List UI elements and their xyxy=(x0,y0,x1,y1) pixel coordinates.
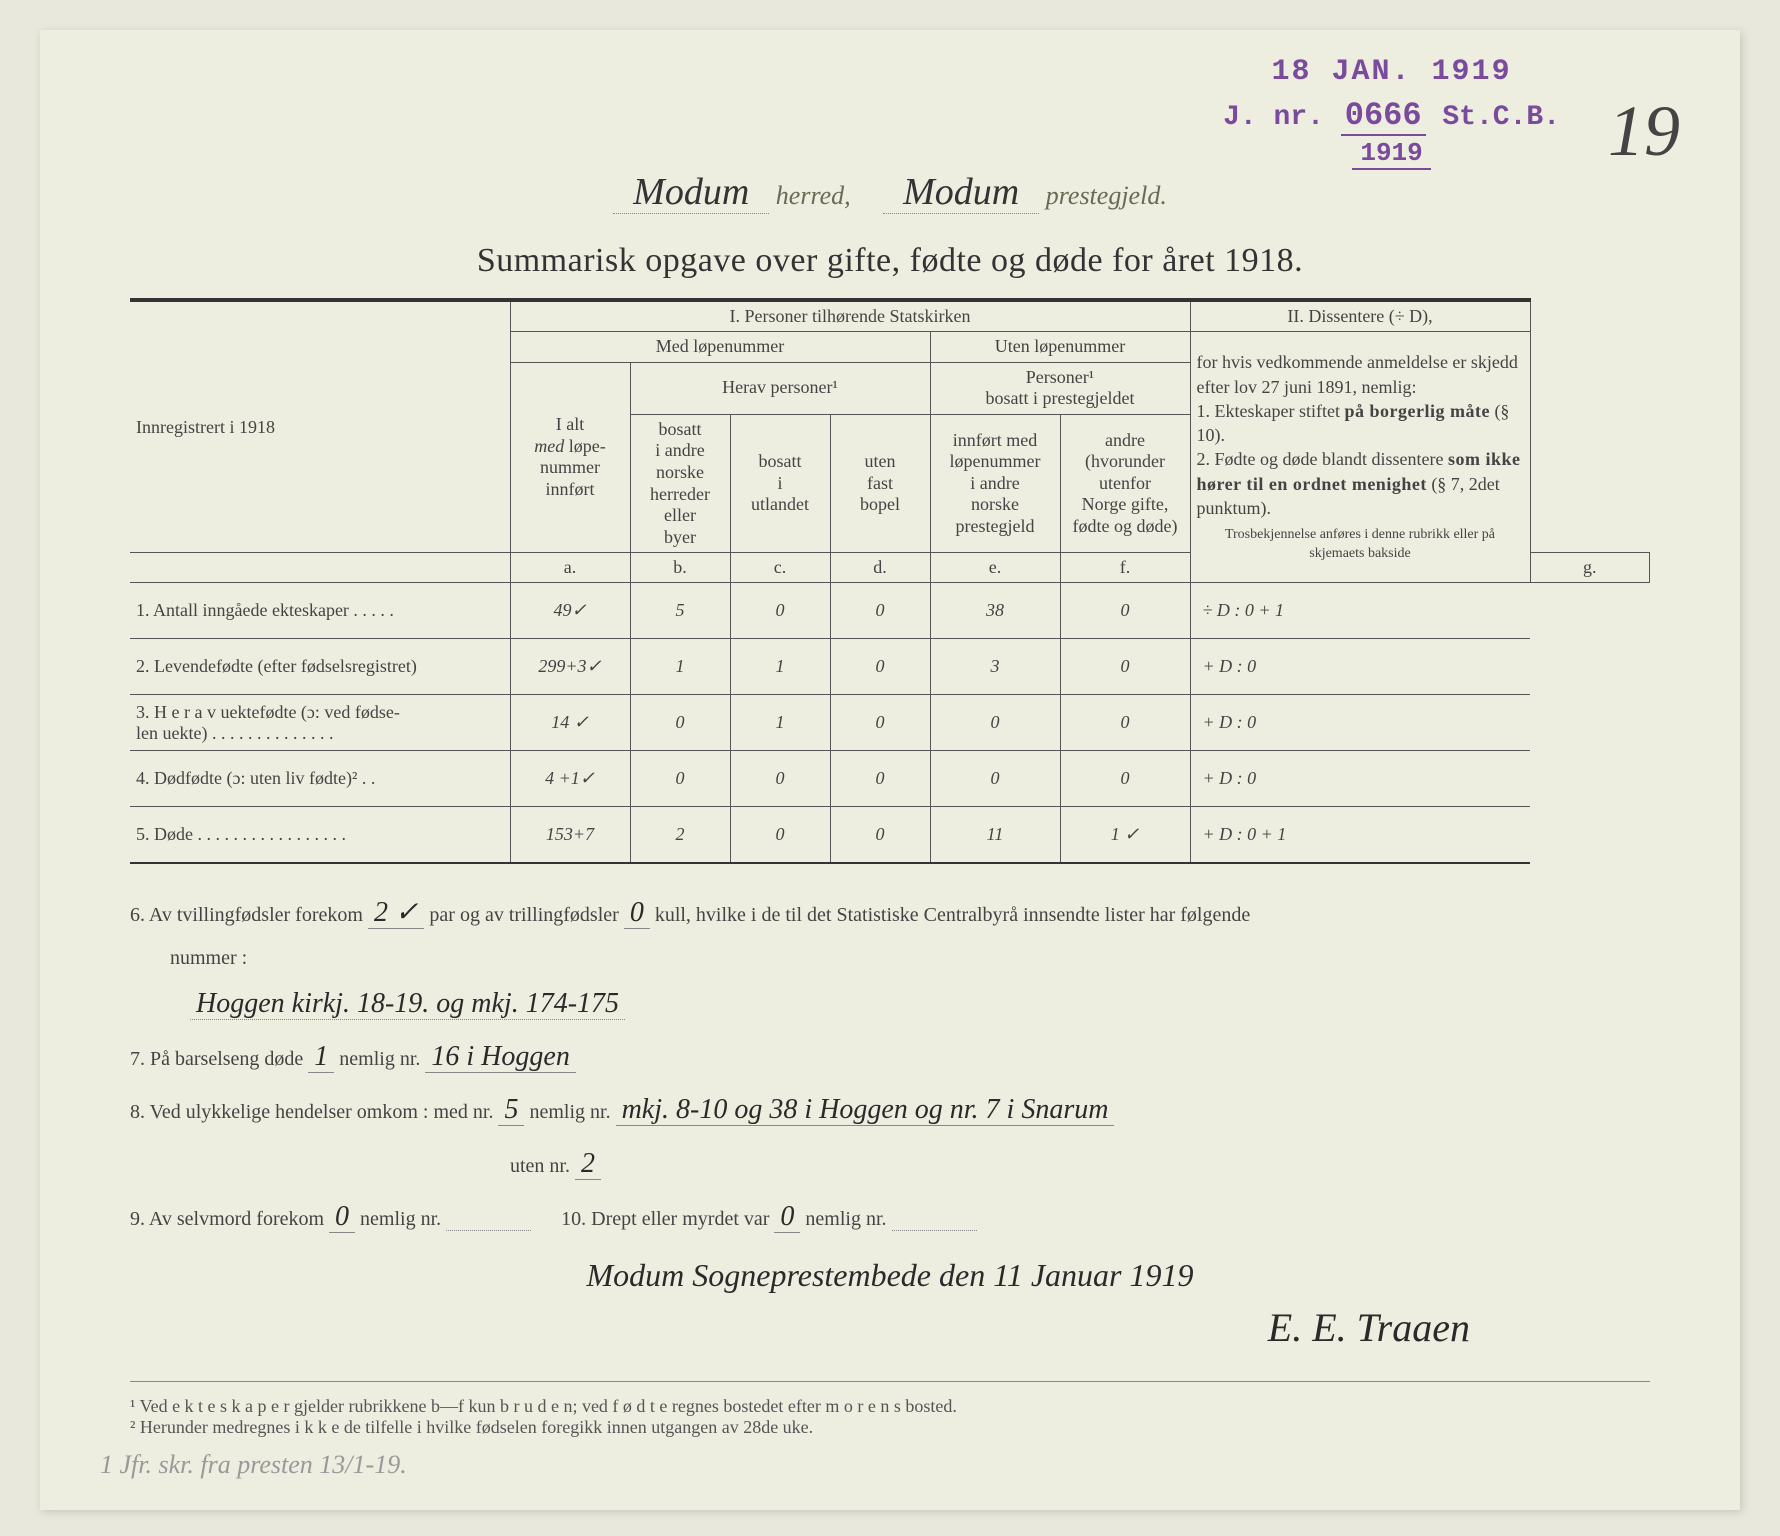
signature-name: E. E. Traaen xyxy=(130,1304,1650,1351)
line-6-values: Hoggen kirkj. 18-19. og mkj. 174-175 xyxy=(130,977,1650,1030)
line-9-10: 9. Av selvmord forekom 0 nemlig nr. 10. … xyxy=(130,1190,1650,1243)
line-6-nummer: nummer : xyxy=(130,939,1650,977)
pencil-note: 1 Jfr. skr. fra presten 13/1-19. xyxy=(100,1450,407,1480)
document-paper: 18 JAN. 1919 J. nr. 0666 St.C.B. 1919 19… xyxy=(40,30,1740,1510)
line-7: 7. På barselseng døde 1 nemlig nr. 16 i … xyxy=(130,1030,1650,1083)
med-lopenummer: Med løpenummer xyxy=(510,332,930,363)
stamp-jnr: J. nr. 0666 St.C.B. xyxy=(1223,97,1560,134)
main-table: Innregistrert i 1918 I. Personer tilhøre… xyxy=(130,298,1650,864)
dissentere-body: for hvis vedkommende anmeldelse er skjed… xyxy=(1190,332,1530,583)
table-row: 5. Døde . . . . . . . . . . . . . . . . … xyxy=(130,807,1650,863)
herred-label: herred, xyxy=(776,181,851,210)
stamp-date: 18 JAN. 1919 xyxy=(1223,55,1560,89)
document-title: Summarisk opgave over gifte, fødte og dø… xyxy=(130,242,1650,280)
stamp-year: 1919 xyxy=(1352,138,1430,170)
col-d-head: utenfastbopel xyxy=(830,414,930,553)
section-1-head: I. Personer tilhørende Statskirken xyxy=(510,300,1190,332)
uten-lopenummer: Uten løpenummer xyxy=(930,332,1190,363)
table-row: 4. Dødfødte (ɔ: uten liv fødte)² . . 4 +… xyxy=(130,751,1650,807)
col-a-head: I altmed løpe-nummerinnført xyxy=(510,362,630,553)
col-b-head: bosatti andrenorskeherrederellerbyer xyxy=(630,414,730,553)
below-section: 6. Av tvillingfødsler forekom 2 ✓ par og… xyxy=(130,886,1650,1243)
line-6: 6. Av tvillingfødsler forekom 2 ✓ par og… xyxy=(130,886,1650,939)
line-8b: uten nr. 2 xyxy=(130,1137,1650,1190)
pers-bosatt: Personer¹bosatt i prestegjeldet xyxy=(930,362,1190,414)
table-row: 3. H e r a v uektefødte (ɔ: ved fødse- l… xyxy=(130,695,1650,751)
col-e-head: innført medløpenummeri andrenorskepreste… xyxy=(930,414,1060,553)
signature-place-date: Modum Sogneprestembede den 11 Januar 191… xyxy=(130,1257,1650,1294)
page-number: 19 xyxy=(1608,90,1680,173)
prestegjeld-value: Modum xyxy=(883,171,1039,214)
herav-head: Herav personer¹ xyxy=(630,362,930,414)
table-row: 2. Levendefødte (efter fødselsregistret)… xyxy=(130,639,1650,695)
stamp-block: 18 JAN. 1919 J. nr. 0666 St.C.B. 1919 xyxy=(1223,55,1560,170)
line-8: 8. Ved ulykkelige hendelser omkom : med … xyxy=(130,1083,1650,1136)
footnotes: ¹ Ved e k t e s k a p e r gjelder rubrik… xyxy=(130,1381,1650,1438)
innreg-label: Innregistrert i 1918 xyxy=(130,300,510,553)
col-f-head: andre(hvorunderutenforNorge gifte,fødte … xyxy=(1060,414,1190,553)
header-line: Modum herred, Modum prestegjeld. xyxy=(130,170,1650,214)
herred-value: Modum xyxy=(613,171,769,214)
footnote-2: ² Herunder medregnes i k k e de tilfelle… xyxy=(130,1417,1650,1438)
table-row: 1. Antall inngåede ekteskaper . . . . . … xyxy=(130,583,1650,639)
section-2-head: II. Dissentere (÷ D), xyxy=(1190,300,1530,332)
col-c-head: bosattiutlandet xyxy=(730,414,830,553)
footnote-1: ¹ Ved e k t e s k a p e r gjelder rubrik… xyxy=(130,1396,1650,1417)
prestegjeld-label: prestegjeld. xyxy=(1046,181,1167,210)
